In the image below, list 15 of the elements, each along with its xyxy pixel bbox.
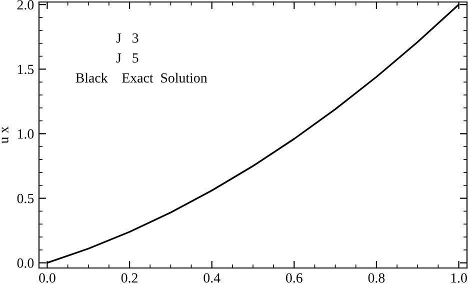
x-tick-label: 0.4 <box>204 273 220 283</box>
y-tick-label: 2.0 <box>17 0 34 10</box>
x-tick-label: 0.6 <box>286 273 302 283</box>
y-tick-label: 1.0 <box>18 129 34 139</box>
annotation: J 5 <box>116 53 138 63</box>
annotation: J 3 <box>116 33 138 43</box>
x-tick-label: 0.2 <box>121 273 138 283</box>
y-tick-label: 0.0 <box>17 258 34 268</box>
y-axis-title: u x <box>2 126 8 144</box>
x-tick-label: 0.0 <box>39 273 56 283</box>
y-tick-label: 1.5 <box>18 64 34 74</box>
y-tick-label: 0.5 <box>17 194 34 204</box>
annotation: Black Exact Solution <box>76 72 208 83</box>
x-tick-label: 0.8 <box>368 273 385 283</box>
x-tick-label: 1.0 <box>451 273 467 283</box>
